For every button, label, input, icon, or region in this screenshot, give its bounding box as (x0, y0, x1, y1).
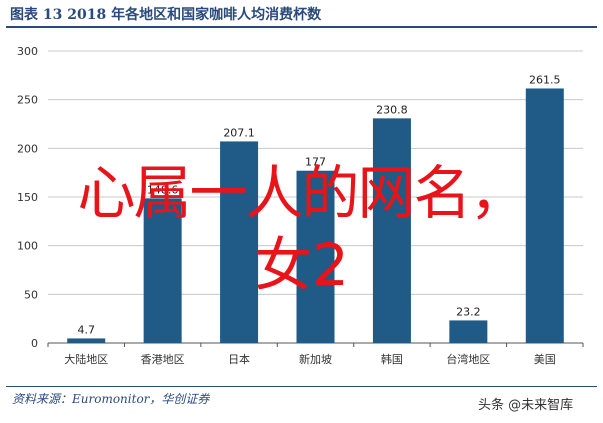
x-tick-label: 新加坡 (299, 352, 332, 366)
bar-chart: 4.7 148.6 207.1 177 230.8 23.2 261.5 0 50 100 150… (17, 45, 584, 366)
bar (525, 88, 564, 343)
bar (372, 118, 411, 343)
bar-value-label: 4.7 (77, 323, 95, 336)
y-tick-label: 50 (24, 288, 38, 301)
x-tick-label: 大陆地区 (64, 352, 108, 366)
bar-value-label: 230.8 (376, 103, 408, 116)
bar (67, 338, 106, 343)
x-tick-label: 韩国 (381, 352, 403, 366)
bar (143, 198, 182, 343)
bar-value-label: 177 (305, 156, 326, 169)
bar (296, 170, 335, 343)
bar-value-label: 148.6 (147, 183, 179, 196)
x-axis-ticks: 大陆地区 香港地区 日本 新加坡 韩国 台湾地区 美国 (47, 343, 584, 366)
bar-value-label: 23.2 (456, 305, 481, 318)
chart-header: 图表 13 2018 年各地区和国家咖啡人均消费杯数 (0, 0, 603, 26)
y-tick-label: 0 (31, 337, 38, 350)
header-divider (6, 26, 597, 28)
bar-value-label: 207.1 (223, 126, 255, 139)
y-tick-label: 100 (17, 240, 38, 253)
y-tick-label: 250 (17, 94, 38, 107)
chart-title: 图表 13 2018 年各地区和国家咖啡人均消费杯数 (10, 7, 322, 23)
y-tick-label: 300 (17, 45, 38, 58)
x-tick-label: 香港地区 (141, 353, 185, 366)
data-labels: 4.7 148.6 207.1 177 230.8 23.2 261.5 (77, 73, 560, 336)
y-tick-label: 200 (17, 142, 38, 155)
bar (449, 320, 488, 343)
y-tick-label: 150 (17, 191, 38, 204)
y-axis-ticks: 0 50 100 150 200 250 300 (17, 45, 38, 350)
source-note: 资料来源：Euromonitor，华创证券 (12, 392, 210, 406)
bar-value-label: 261.5 (529, 73, 561, 86)
bars (67, 88, 564, 343)
x-tick-label: 日本 (228, 352, 250, 366)
x-tick-label: 台湾地区 (446, 352, 490, 366)
x-tick-label: 美国 (534, 353, 556, 366)
footer-divider (6, 386, 597, 387)
corner-watermark: 头条 @未来智库 (478, 398, 574, 413)
bar (220, 141, 259, 343)
